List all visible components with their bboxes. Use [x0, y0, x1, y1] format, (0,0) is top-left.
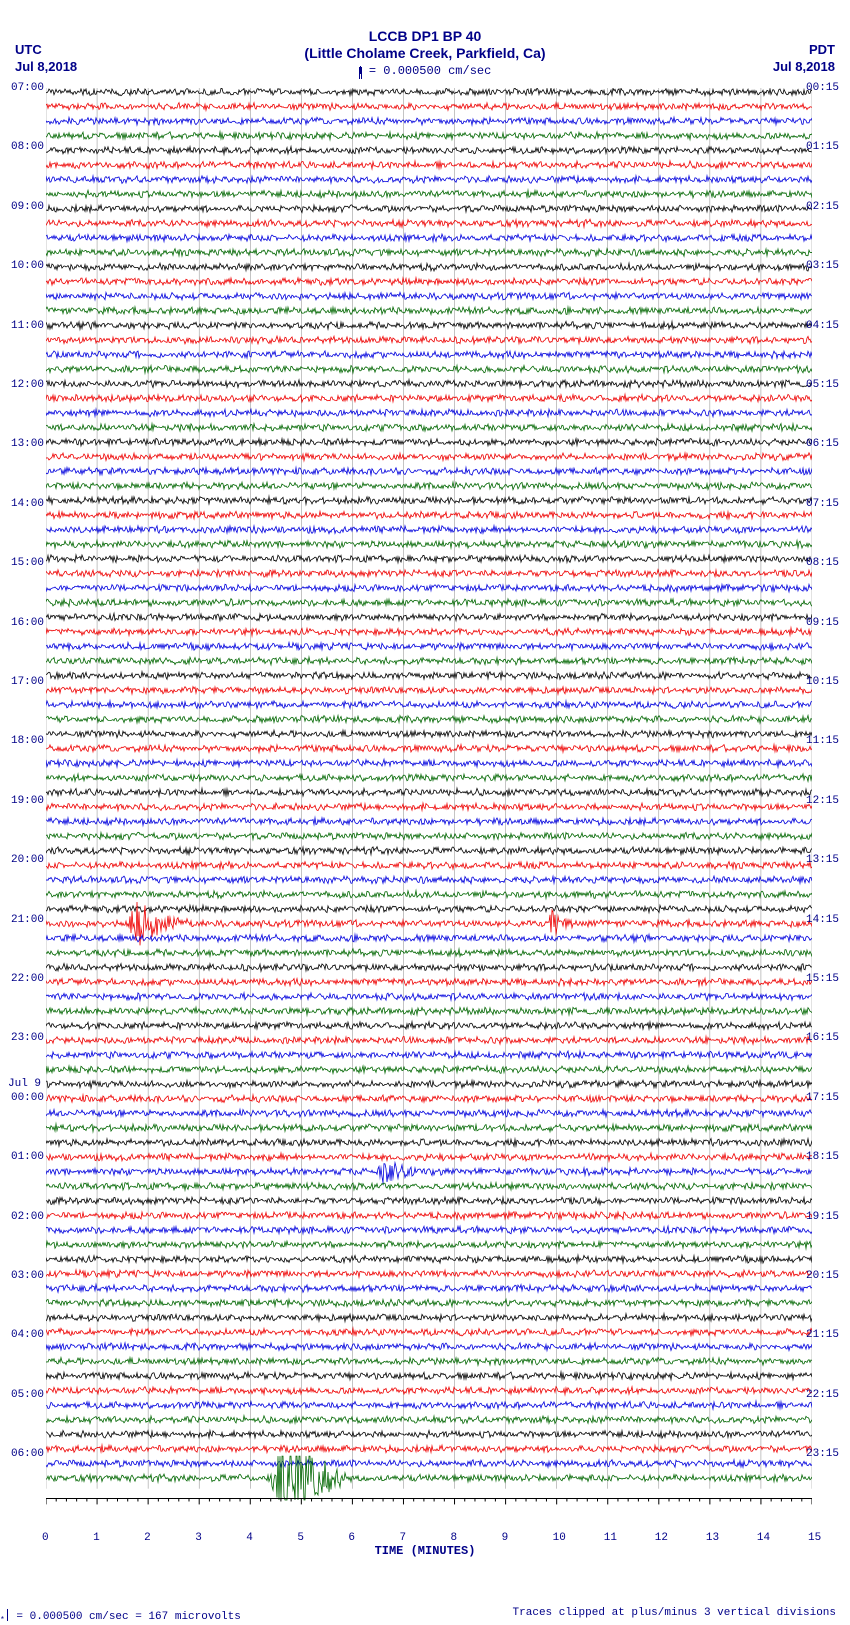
hour-label-left: 22:00	[8, 973, 44, 985]
title-line2: (Little Cholame Creek, Parkfield, Ca)	[304, 45, 545, 61]
hour-label-left: 04:00	[8, 1329, 44, 1341]
chart-header: LCCB DP1 BP 40 (Little Cholame Creek, Pa…	[0, 28, 850, 62]
xaxis-tick-label: 10	[553, 1532, 566, 1544]
xaxis-tick-label: 8	[451, 1532, 458, 1544]
hour-label-right: 05:15	[806, 379, 842, 391]
hour-label-left: 10:00	[8, 260, 44, 272]
hour-label-left: 05:00	[8, 1389, 44, 1401]
hour-label-left: 15:00	[8, 557, 44, 569]
hour-label-right: 06:15	[806, 438, 842, 450]
hour-label-left: 21:00	[8, 914, 44, 926]
tz-left-block: UTC Jul 8,2018	[15, 42, 77, 76]
hour-label-left: 16:00	[8, 617, 44, 629]
hour-label-right: 22:15	[806, 1389, 842, 1401]
hour-label-right: 03:15	[806, 260, 842, 272]
scale-text: = 0.000500 cm/sec	[369, 64, 491, 78]
hour-label-right: 23:15	[806, 1448, 842, 1460]
hour-label-left: 07:00	[8, 82, 44, 94]
hour-label-left: 02:00	[8, 1211, 44, 1223]
hour-label-right: 11:15	[806, 735, 842, 747]
xaxis-tick-label: 7	[399, 1532, 406, 1544]
hour-label-left: 11:00	[8, 320, 44, 332]
xaxis-tick-label: 2	[144, 1532, 151, 1544]
xaxis-tick-label: 3	[195, 1532, 202, 1544]
hour-label-left: 14:00	[8, 498, 44, 510]
hour-label-right: 02:15	[806, 201, 842, 213]
xaxis-tick-label: 1	[93, 1532, 100, 1544]
hour-label-left: 08:00	[8, 141, 44, 153]
tz-left-date: Jul 8,2018	[15, 59, 77, 74]
hour-label-right: 04:15	[806, 320, 842, 332]
hour-label-left: 19:00	[8, 795, 44, 807]
hour-label-right: 07:15	[806, 498, 842, 510]
hour-label-right: 01:15	[806, 141, 842, 153]
xaxis-tick-label: 12	[655, 1532, 668, 1544]
xaxis-tick-label: 5	[297, 1532, 304, 1544]
hour-label-right: 00:15	[806, 82, 842, 94]
hour-label-right: 15:15	[806, 973, 842, 985]
hour-label-left: 09:00	[8, 201, 44, 213]
xaxis-tick-label: 15	[808, 1532, 821, 1544]
helicorder-chart	[46, 88, 812, 1528]
hour-label-right: 19:15	[806, 1211, 842, 1223]
hour-label-left: 03:00	[8, 1270, 44, 1282]
hour-label-left: 17:00	[8, 676, 44, 688]
footer-left: * = 0.000500 cm/sec = 167 microvolts	[0, 1607, 241, 1625]
hour-label-right: 14:15	[806, 914, 842, 926]
title-line1: LCCB DP1 BP 40	[369, 28, 482, 44]
hour-label-right: 10:15	[806, 676, 842, 688]
xaxis-title: TIME (MINUTES)	[0, 1544, 850, 1558]
hour-label-right: 13:15	[806, 854, 842, 866]
xaxis-tick-label: 13	[706, 1532, 719, 1544]
hour-label-right: 17:15	[806, 1092, 842, 1104]
hour-label-left: 18:00	[8, 735, 44, 747]
tz-right-block: PDT Jul 8,2018	[773, 42, 835, 76]
hour-label-left: 01:00	[8, 1151, 44, 1163]
footer-right: Traces clipped at plus/minus 3 vertical …	[513, 1607, 836, 1619]
xaxis-tick-label: 14	[757, 1532, 770, 1544]
tz-right-date: Jul 8,2018	[773, 59, 835, 74]
hour-label-right: 08:15	[806, 557, 842, 569]
day-change-label: Jul 9	[8, 1078, 41, 1090]
tz-left-name: UTC	[15, 42, 42, 57]
hour-label-right: 21:15	[806, 1329, 842, 1341]
tz-right-name: PDT	[809, 42, 835, 57]
xaxis-tick-label: 4	[246, 1532, 253, 1544]
scale-legend: = 0.000500 cm/sec	[0, 64, 850, 78]
hour-label-right: 12:15	[806, 795, 842, 807]
hour-label-right: 18:15	[806, 1151, 842, 1163]
hour-label-right: 16:15	[806, 1032, 842, 1044]
hour-label-left: 13:00	[8, 438, 44, 450]
hour-label-left: 00:00	[8, 1092, 44, 1104]
hour-label-left: 20:00	[8, 854, 44, 866]
hour-label-left: 12:00	[8, 379, 44, 391]
hour-label-left: 23:00	[8, 1032, 44, 1044]
hour-label-left: 06:00	[8, 1448, 44, 1460]
xaxis-tick-label: 0	[42, 1532, 49, 1544]
hour-label-right: 09:15	[806, 617, 842, 629]
hour-label-right: 20:15	[806, 1270, 842, 1282]
xaxis-tick-label: 9	[502, 1532, 509, 1544]
xaxis-tick-label: 6	[348, 1532, 355, 1544]
xaxis-tick-label: 11	[604, 1532, 617, 1544]
